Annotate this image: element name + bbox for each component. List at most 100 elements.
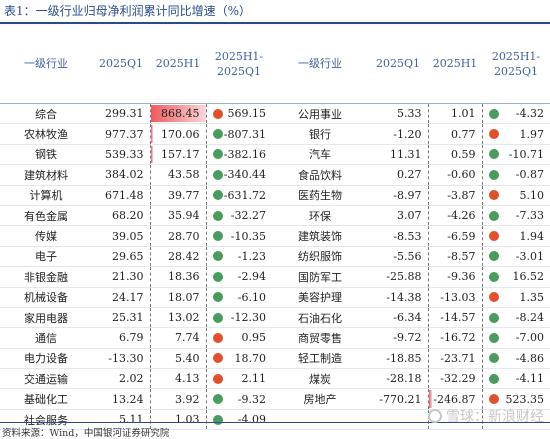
table-row: 交通运输 2.02 4.13 2.11 煤炭 -28.18 -32.29 -4.11 [0, 368, 550, 390]
right-diff-value: 5.10 [519, 188, 545, 202]
right-industry-name: 石油石化 [272, 307, 368, 329]
right-q1-value: -5.56 [368, 246, 428, 268]
left-h1-value: 7.74 [175, 331, 200, 345]
right-diff-cell: -7.33 [481, 205, 550, 227]
table-row: 基础化工 13.24 3.92 -9.32 房地产 -770.21 -246.87 523.3… [0, 388, 550, 410]
right-industry-name: 建筑装饰 [272, 225, 368, 247]
right-diff-cell: -0.87 [481, 164, 550, 186]
left-h1-cell: 5.40 [149, 348, 206, 370]
left-q1-value: 6.79 [92, 327, 150, 349]
right-diff-value: -4.32 [515, 107, 544, 121]
left-h1-value: 18.07 [168, 290, 200, 304]
left-h1-value: 28.42 [168, 249, 200, 263]
left-h1-cell: 4.13 [149, 368, 206, 390]
right-industry-name: 商贸零售 [272, 327, 368, 349]
left-h1-cell: 157.17 [149, 144, 206, 166]
right-h1-cell: -3.87 [427, 185, 482, 206]
left-h1-cell: 13.02 [149, 307, 206, 329]
left-q1-value: 539.33 [92, 144, 150, 166]
right-diff-cell: -4.32 [481, 103, 550, 125]
up-circle-icon [488, 292, 499, 303]
left-h1-value: 157.17 [161, 147, 200, 161]
down-circle-icon [488, 251, 499, 262]
left-h1-value: 35.94 [168, 209, 200, 223]
right-h1-value: -6.59 [447, 229, 476, 243]
left-h1-value: 1.03 [175, 413, 200, 427]
left-h1-value: 13.02 [168, 311, 200, 325]
left-h1-value: 170.06 [161, 127, 200, 141]
right-diff-value: -0.87 [515, 168, 544, 182]
down-circle-icon [488, 149, 499, 160]
right-h1-value: -246.87 [433, 392, 476, 406]
table-row: 农林牧渔 977.37 170.06 -807.31 银行 -1.20 0.77 1.97 [0, 123, 550, 145]
left-diff-value: -807.31 [223, 127, 266, 141]
right-diff-value: -7.00 [515, 331, 544, 345]
left-q1-value: -13.30 [92, 348, 150, 370]
left-h1-value: 18.36 [168, 270, 200, 284]
table-row: 通信 6.79 7.74 0.95 商贸零售 -9.72 -16.72 -7.00 [0, 327, 550, 349]
right-industry-name: 医药生物 [272, 185, 368, 206]
left-diff-cell: -10.35 [205, 225, 272, 247]
right-diff-cell: 5.10 [481, 185, 550, 206]
right-industry-name: 煤炭 [272, 368, 368, 390]
left-diff-cell: -631.72 [205, 185, 272, 206]
down-circle-icon [212, 271, 223, 282]
left-industry-name: 社会服务 [0, 409, 92, 431]
left-industry-name: 电力设备 [0, 348, 92, 370]
left-diff-cell: -9.32 [205, 388, 272, 410]
left-industry-name: 建筑材料 [0, 164, 92, 186]
left-industry-name: 非银金融 [0, 266, 92, 288]
left-h1-cell: 28.70 [149, 225, 206, 247]
left-industry-name: 传媒 [0, 225, 92, 247]
up-circle-icon [488, 231, 499, 242]
left-h1-cell: 3.92 [149, 388, 206, 410]
up-circle-icon [488, 129, 499, 140]
left-diff-cell: 569.15 [205, 103, 272, 125]
table-row: 传媒 39.05 28.70 -10.35 建筑装饰 -8.53 -6.59 1.94 [0, 225, 550, 247]
right-h1-value: -32.29 [440, 372, 476, 386]
right-h1-value: -23.71 [440, 351, 476, 365]
right-q1-value: -8.53 [368, 225, 428, 247]
right-industry-name: 美容护理 [272, 287, 368, 308]
right-diff-cell: 16.52 [481, 266, 550, 288]
left-h1-databar [150, 145, 153, 164]
left-q1-value: 21.30 [92, 266, 150, 288]
right-industry-name: 汽车 [272, 144, 368, 166]
left-industry-name: 综合 [0, 103, 92, 125]
header-h1-right: 2025H1 [428, 24, 482, 104]
left-h1-value: 39.77 [168, 188, 200, 202]
left-diff-value: -12.30 [230, 311, 266, 325]
right-diff-cell: 1.97 [481, 123, 550, 145]
right-industry-name: 房地产 [272, 388, 368, 410]
left-h1-cell: 43.58 [149, 164, 206, 186]
down-circle-icon [212, 414, 223, 425]
left-q1-value: 299.31 [92, 103, 150, 125]
left-diff-cell: -6.10 [205, 287, 272, 308]
right-diff-value: -10.71 [508, 147, 544, 161]
right-h1-databar [428, 390, 432, 408]
left-industry-name: 农林牧渔 [0, 123, 92, 145]
table-row: 建筑材料 384.02 43.58 -340.44 食品饮料 0.27 -0.60 -0.87 [0, 164, 550, 186]
left-diff-value: -1.23 [237, 249, 266, 263]
left-diff-cell: -1.23 [205, 246, 272, 268]
down-circle-icon [488, 169, 499, 180]
up-circle-icon [212, 332, 223, 343]
left-diff-value: -10.35 [230, 229, 266, 243]
left-h1-value: 43.58 [168, 168, 200, 182]
up-circle-icon [488, 190, 499, 201]
left-q1-value: 29.65 [92, 246, 150, 268]
header-diff-right-line2: 2025Q1 [493, 64, 538, 78]
right-h1-cell: -13.03 [427, 287, 482, 308]
right-h1-cell: -16.72 [427, 327, 482, 349]
right-q1-value: 11.31 [368, 144, 428, 166]
table-row: 电子 29.65 28.42 -1.23 纺织服饰 -5.56 -8.57 -3.01 [0, 246, 550, 268]
left-industry-name: 基础化工 [0, 388, 92, 410]
left-diff-value: -4.09 [237, 413, 266, 427]
left-diff-value: 2.11 [241, 372, 267, 386]
right-industry-name: 银行 [272, 123, 368, 145]
down-circle-icon [212, 129, 223, 140]
left-h1-value: 5.40 [175, 351, 200, 365]
left-diff-cell: 2.11 [205, 368, 272, 390]
left-industry-name: 电子 [0, 246, 92, 268]
right-industry-name: 轻工制造 [272, 348, 368, 370]
